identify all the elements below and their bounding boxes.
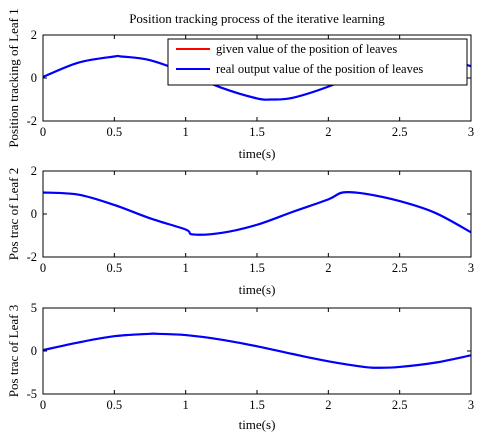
plot3-xlabel: time(s)	[239, 417, 276, 432]
plot3-xtick-label: 2	[325, 398, 331, 412]
plot3-xtick-label: 1	[183, 398, 189, 412]
plot3-series-given-line	[43, 332, 471, 369]
plot2-xtick-label: 2.5	[392, 261, 408, 275]
plot1-ytick-label: 2	[31, 28, 37, 42]
plot2-xtick-label: 2	[325, 261, 331, 275]
plot1-xlabel: time(s)	[239, 146, 276, 161]
plot1-ytick-label: 0	[31, 71, 37, 85]
legend-box	[167, 38, 468, 86]
plot2-xtick-label: 1	[183, 261, 189, 275]
legend-label-real: real output value of the position of lea…	[216, 62, 423, 76]
plot2-series-given-line	[43, 191, 471, 236]
plot2-xtick-label: 3	[468, 261, 474, 275]
plot2-axes-frame	[42, 170, 472, 258]
plot2-series-real-line	[43, 190, 471, 236]
legend-label-given: given value of the position of leaves	[216, 42, 397, 56]
plot3-xtick-label: 0	[40, 398, 46, 412]
plot3-xtick-label: 0.5	[107, 398, 123, 412]
plot1-xtick-label: 3	[468, 125, 474, 139]
plot1-xtick-label: 1.5	[249, 125, 265, 139]
plot1-xtick-label: 0	[40, 125, 46, 139]
plot2-ylabel: Pos trac of Leaf 2	[6, 168, 21, 260]
plot2-xlabel: time(s)	[239, 282, 276, 297]
plot3-xtick-label: 3	[468, 398, 474, 412]
plot1-xtick-label: 2.5	[392, 125, 408, 139]
plot2-ytick-label: -2	[27, 250, 37, 264]
plot3-ytick-label: 0	[31, 344, 37, 358]
plot3-series-real-line	[43, 332, 471, 369]
plot2-ytick-label: 2	[31, 164, 37, 178]
plot1-xtick-label: 2	[325, 125, 331, 139]
plot3-xtick-label: 1.5	[249, 398, 265, 412]
plot3-ylabel: Pos trac of Leaf 3	[6, 305, 21, 397]
plot1-ylabel: Position tracking of Leaf 1	[6, 8, 21, 147]
plot3-axes-frame	[42, 307, 472, 395]
plot2-xtick-label: 0.5	[107, 261, 123, 275]
plot1-ytick-label: -2	[27, 114, 37, 128]
plot3-ytick-label: 5	[31, 301, 37, 315]
plot3-ytick-label: -5	[27, 387, 37, 401]
plot1-xtick-label: 0.5	[107, 125, 123, 139]
plot2-ytick-label: 0	[31, 207, 37, 221]
plot2-xtick-label: 0	[40, 261, 46, 275]
figure-title: Position tracking process of the iterati…	[129, 11, 385, 26]
plot1-xtick-label: 1	[183, 125, 189, 139]
plot3-xtick-label: 2.5	[392, 398, 408, 412]
plot2-xtick-label: 1.5	[249, 261, 265, 275]
